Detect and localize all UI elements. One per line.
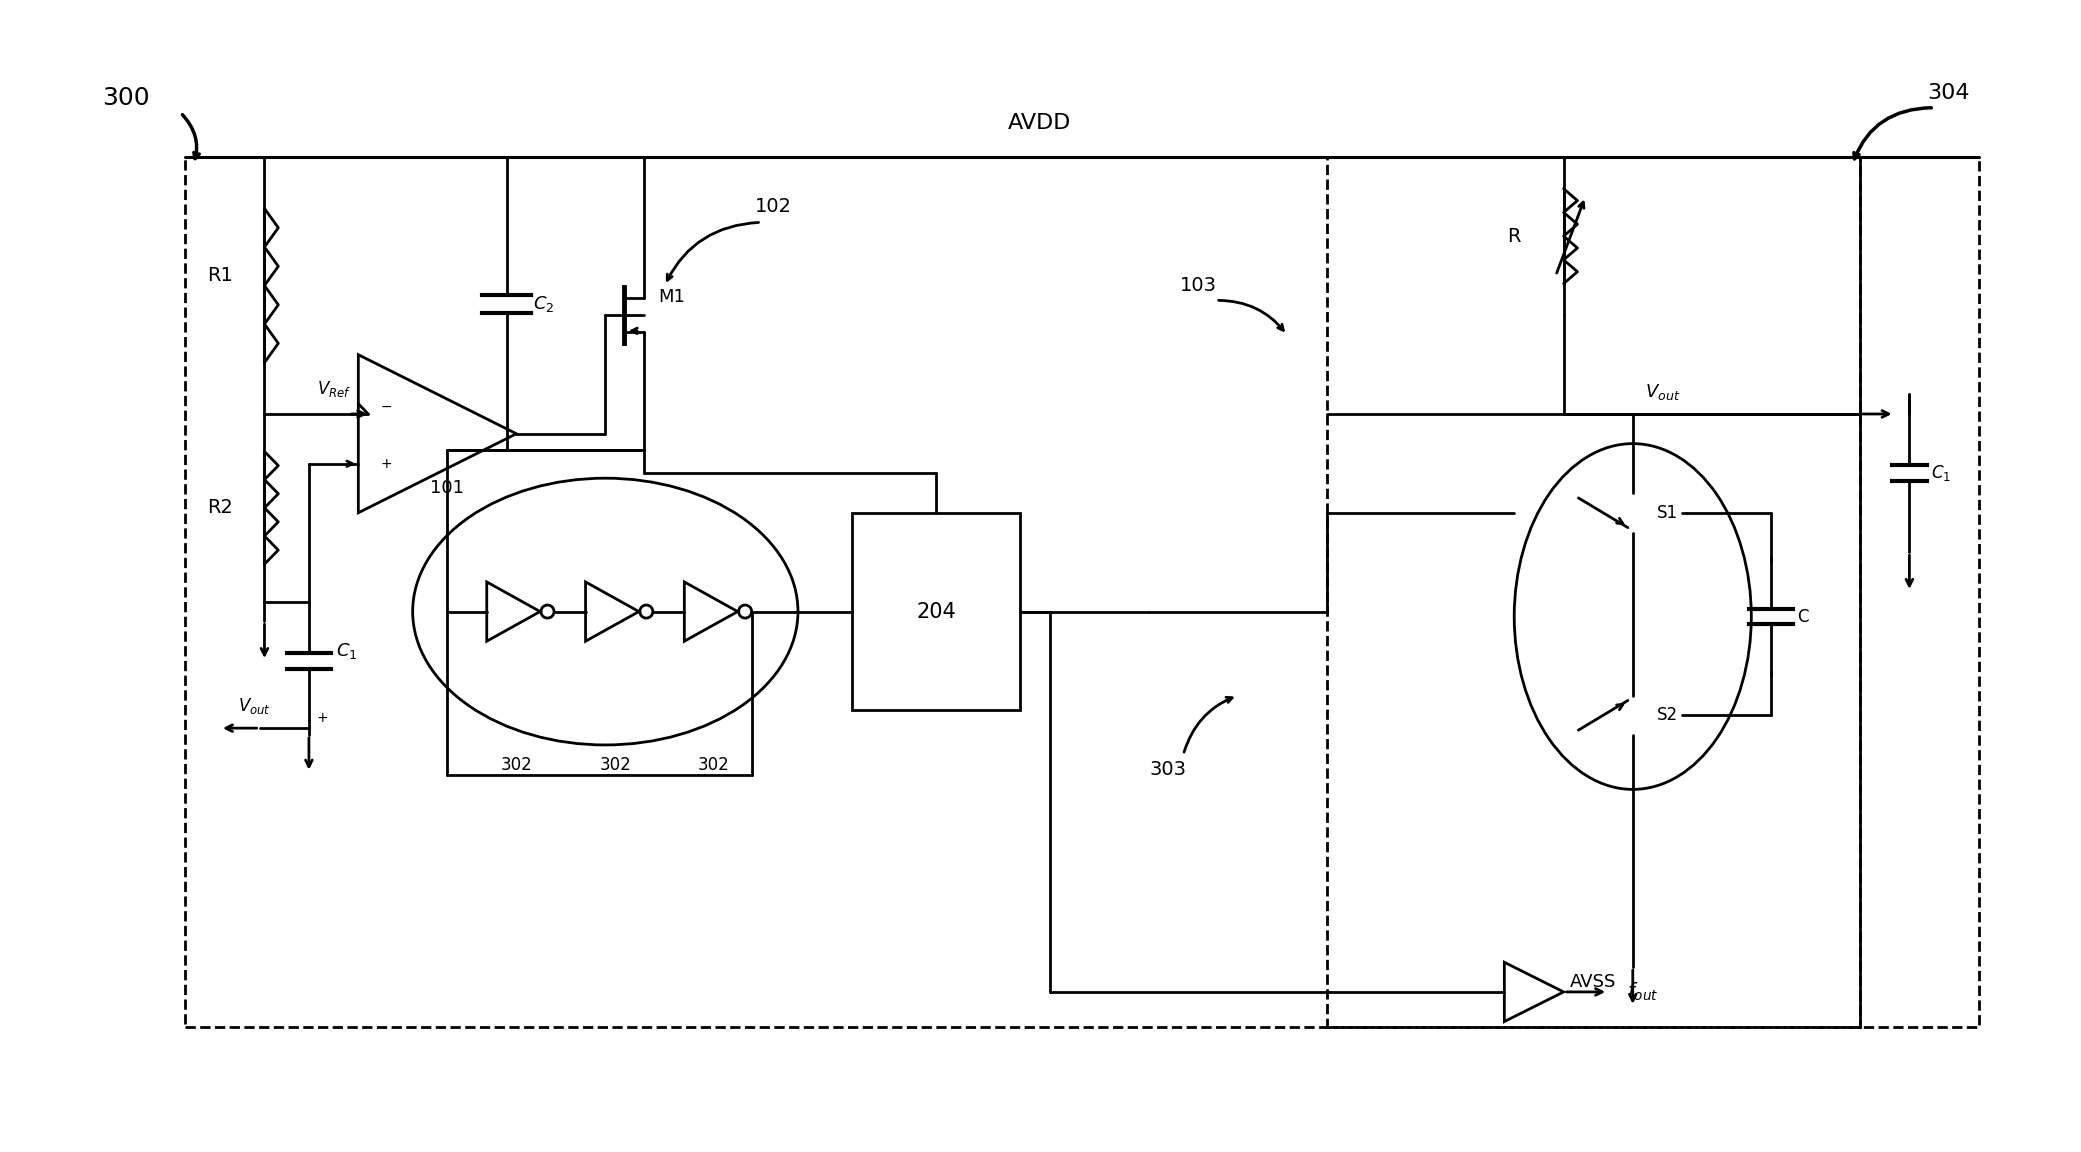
Text: 304: 304 <box>1927 83 1971 103</box>
Text: M1: M1 <box>658 288 685 306</box>
Text: C: C <box>1798 607 1808 626</box>
Text: 204: 204 <box>916 601 955 622</box>
Text: 302: 302 <box>697 756 730 774</box>
Text: $C_1$: $C_1$ <box>335 641 358 661</box>
Text: AVSS: AVSS <box>1569 973 1617 991</box>
Text: $V_{out}$: $V_{out}$ <box>1644 382 1679 402</box>
Text: 302: 302 <box>599 756 631 774</box>
Text: +: + <box>316 711 329 726</box>
Text: AVDD: AVDD <box>1009 113 1072 132</box>
Text: S1: S1 <box>1656 503 1677 522</box>
Text: $+$: $+$ <box>381 457 391 471</box>
Text: $V_{out}$: $V_{out}$ <box>237 697 271 717</box>
Text: 103: 103 <box>1180 276 1217 295</box>
Text: 300: 300 <box>102 86 150 109</box>
Text: R1: R1 <box>208 266 233 286</box>
Text: 303: 303 <box>1151 760 1186 779</box>
Text: R2: R2 <box>208 499 233 517</box>
Text: $V_{Ref}$: $V_{Ref}$ <box>316 379 352 400</box>
Text: R: R <box>1507 227 1521 245</box>
Text: 101: 101 <box>431 479 464 497</box>
Text: $f_{out}$: $f_{out}$ <box>1627 980 1659 1003</box>
Text: $C_2$: $C_2$ <box>533 294 556 314</box>
Text: 102: 102 <box>755 197 791 217</box>
Text: $-$: $-$ <box>381 399 391 414</box>
Text: 302: 302 <box>502 756 533 774</box>
Text: $C_1$: $C_1$ <box>1931 463 1952 483</box>
Text: S2: S2 <box>1656 706 1677 725</box>
